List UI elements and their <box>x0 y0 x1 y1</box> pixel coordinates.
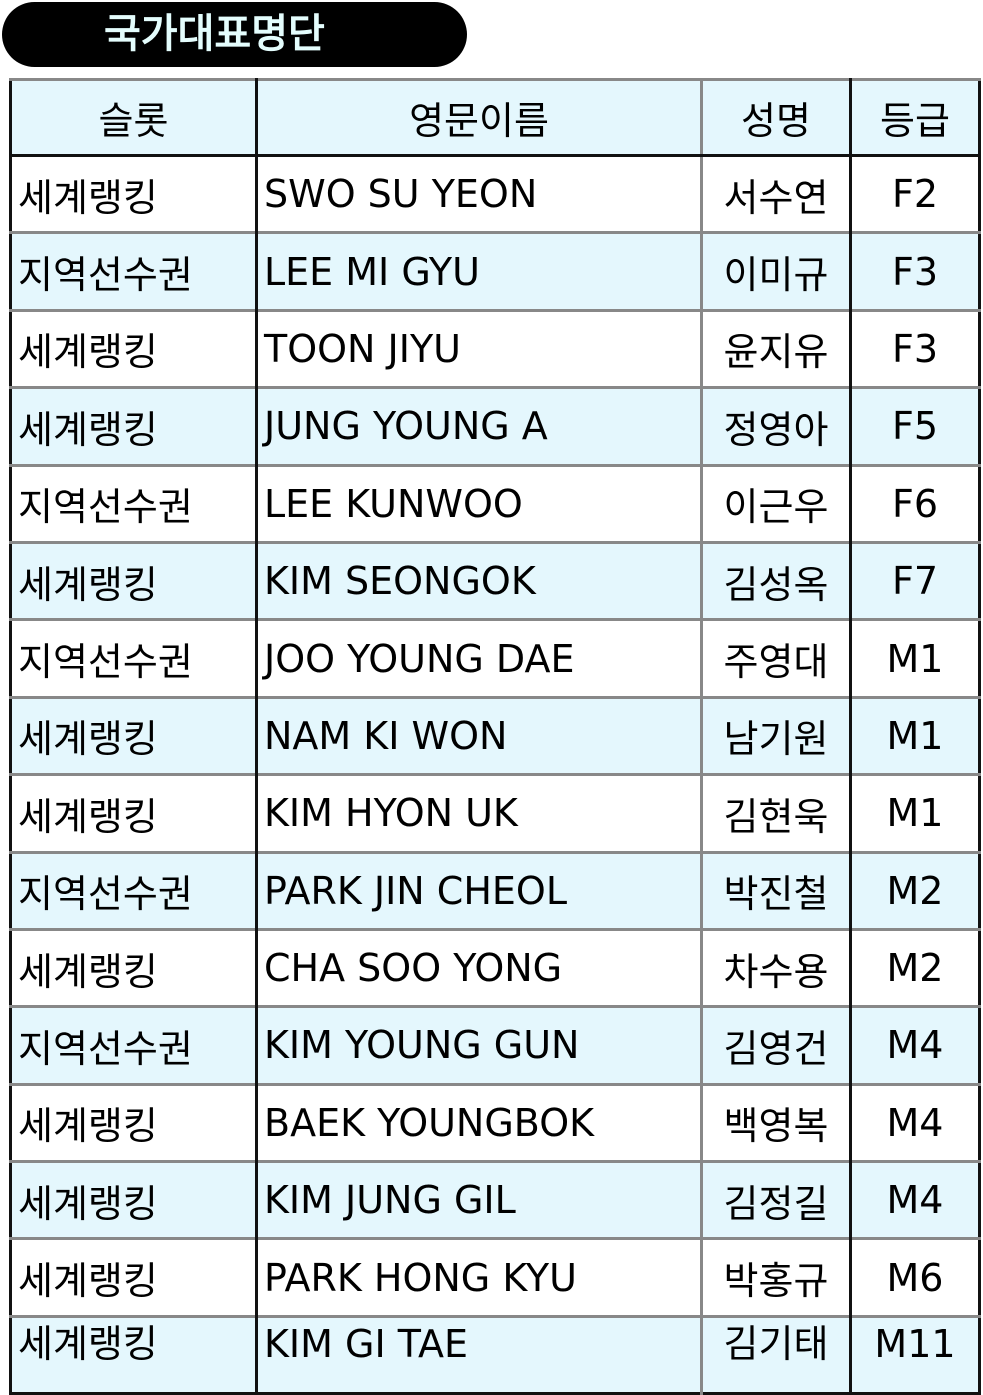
name-cell: 이미규 <box>701 231 852 311</box>
english-name-cell: BAEK YOUNGBOK <box>256 1082 703 1162</box>
slot-cell: 지역선수권 <box>10 231 258 311</box>
table-row: 지역선수권 LEE KUNWOO 이근우 F6 <box>10 463 980 543</box>
name-cell: 백영복 <box>701 1082 852 1162</box>
name-cell: 이근우 <box>701 463 852 543</box>
slot-cell: 세계랭킹 <box>10 1160 258 1239</box>
class-cell: M4 <box>850 1160 980 1239</box>
name-cell: 박홍규 <box>701 1237 852 1317</box>
class-cell: F7 <box>850 540 980 620</box>
english-name-cell: KIM HYON UK <box>256 773 703 853</box>
slot-cell: 세계랭킹 <box>10 155 258 233</box>
english-name-cell: KIM YOUNG GUN <box>256 1005 703 1085</box>
english-name-cell: SWO SU YEON <box>256 155 703 233</box>
class-cell: M1 <box>850 773 980 853</box>
class-cell: M4 <box>850 1005 980 1085</box>
english-name-cell: LEE KUNWOO <box>256 463 703 543</box>
name-cell: 김정길 <box>701 1160 852 1239</box>
class-cell: F5 <box>850 386 980 466</box>
table-row: 세계랭킹 KIM HYON UK 김현욱 M1 <box>10 773 980 853</box>
table-row: 세계랭킹 KIM SEONGOK 김성옥 F7 <box>10 540 980 620</box>
english-name-cell: PARK HONG KYU <box>256 1237 703 1317</box>
slot-cell: 세계랭킹 <box>10 927 258 1007</box>
english-name-cell: KIM JUNG GIL <box>256 1160 703 1239</box>
header-class: 등급 <box>850 78 980 157</box>
header-english-name: 영문이름 <box>256 78 703 157</box>
class-cell: M11 <box>850 1314 980 1394</box>
name-cell: 주영대 <box>701 618 852 698</box>
slot-cell: 지역선수권 <box>10 1005 258 1085</box>
name-cell: 김기태 <box>701 1314 852 1394</box>
name-cell: 김영건 <box>701 1005 852 1085</box>
class-cell: F6 <box>850 463 980 543</box>
english-name-cell: KIM GI TAE <box>256 1314 703 1394</box>
class-cell: M4 <box>850 1082 980 1162</box>
slot-cell: 세계랭킹 <box>10 308 258 388</box>
header-slot: 슬롯 <box>10 78 258 157</box>
table-row: 세계랭킹 TOON JIYU 윤지유 F3 <box>10 308 980 388</box>
english-name-cell: KIM SEONGOK <box>256 540 703 620</box>
slot-cell: 지역선수권 <box>10 850 258 930</box>
name-cell: 서수연 <box>701 155 852 233</box>
class-cell: F3 <box>850 231 980 311</box>
page-title: 국가대표명단 <box>104 11 325 57</box>
class-cell: M2 <box>850 850 980 930</box>
name-cell: 김현욱 <box>701 773 852 853</box>
table-row: 세계랭킹 BAEK YOUNGBOK 백영복 M4 <box>10 1082 980 1162</box>
class-cell: F2 <box>891 172 939 217</box>
name-cell: 김성옥 <box>701 540 852 620</box>
header-row: 슬롯 영문이름 성명 등급 <box>10 78 980 157</box>
name-cell: 박진철 <box>701 850 852 930</box>
english-name-cell: LEE MI GYU <box>256 231 703 311</box>
name-cell: 차수용 <box>701 927 852 1007</box>
class-cell: M6 <box>850 1237 980 1317</box>
slot-cell: 지역선수권 <box>10 618 258 698</box>
table-row: 지역선수권 JOO YOUNG DAE 주영대 M1 <box>10 618 980 698</box>
table-row: 세계랭킹 CHA SOO YONG 차수용 M2 <box>10 927 980 1007</box>
slot-cell: 세계랭킹 <box>10 1237 258 1317</box>
english-name-cell: TOON JIYU <box>256 308 703 388</box>
english-name-cell: JOO YOUNG DAE <box>256 618 703 698</box>
class-cell: M2 <box>850 927 980 1007</box>
table-row: 세계랭킹 SWO SU YEON 서수연 F2 <box>10 155 980 233</box>
english-name-cell: NAM KI WON <box>256 695 703 775</box>
table-row: 지역선수권 KIM YOUNG GUN 김영건 M4 <box>10 1005 980 1085</box>
table-row: 지역선수권 LEE MI GYU 이미규 F3 <box>10 231 980 311</box>
table-row: 세계랭킹 KIM GI TAE 김기태 M11 <box>10 1314 980 1394</box>
table-row: 지역선수권 PARK JIN CHEOL 박진철 M2 <box>10 850 980 930</box>
name-cell: 윤지유 <box>701 308 852 388</box>
table-row: 세계랭킹 JUNG YOUNG A 정영아 F5 <box>10 386 980 466</box>
english-name-cell: CHA SOO YONG <box>256 927 703 1007</box>
header-name: 성명 <box>701 78 852 157</box>
slot-cell: 세계랭킹 <box>10 773 258 853</box>
table-row: 세계랭킹 PARK HONG KYU 박홍규 M6 <box>10 1237 980 1317</box>
name-cell: 정영아 <box>701 386 852 466</box>
slot-cell: 세계랭킹 <box>10 1314 258 1394</box>
name-cell: 남기원 <box>701 695 852 775</box>
slot-cell: 세계랭킹 <box>10 695 258 775</box>
table-row: 세계랭킹 NAM KI WON 남기원 M1 <box>10 695 980 775</box>
class-cell: M1 <box>850 618 980 698</box>
slot-cell: 지역선수권 <box>10 463 258 543</box>
title-banner: 국가대표명단 <box>2 2 467 67</box>
slot-cell: 세계랭킹 <box>10 1082 258 1162</box>
class-cell: M1 <box>850 695 980 775</box>
slot-cell: 세계랭킹 <box>10 386 258 466</box>
table-row: 세계랭킹 KIM JUNG GIL 김정길 M4 <box>10 1160 980 1239</box>
slot-cell: 세계랭킹 <box>10 540 258 620</box>
english-name-cell: JUNG YOUNG A <box>256 386 703 466</box>
english-name-cell: PARK JIN CHEOL <box>256 850 703 930</box>
roster-table: 슬롯 영문이름 성명 등급 세계랭킹 SWO SU YEON 서수연 F2 지역선수권 L… <box>9 78 981 1395</box>
class-cell: F3 <box>850 308 980 388</box>
